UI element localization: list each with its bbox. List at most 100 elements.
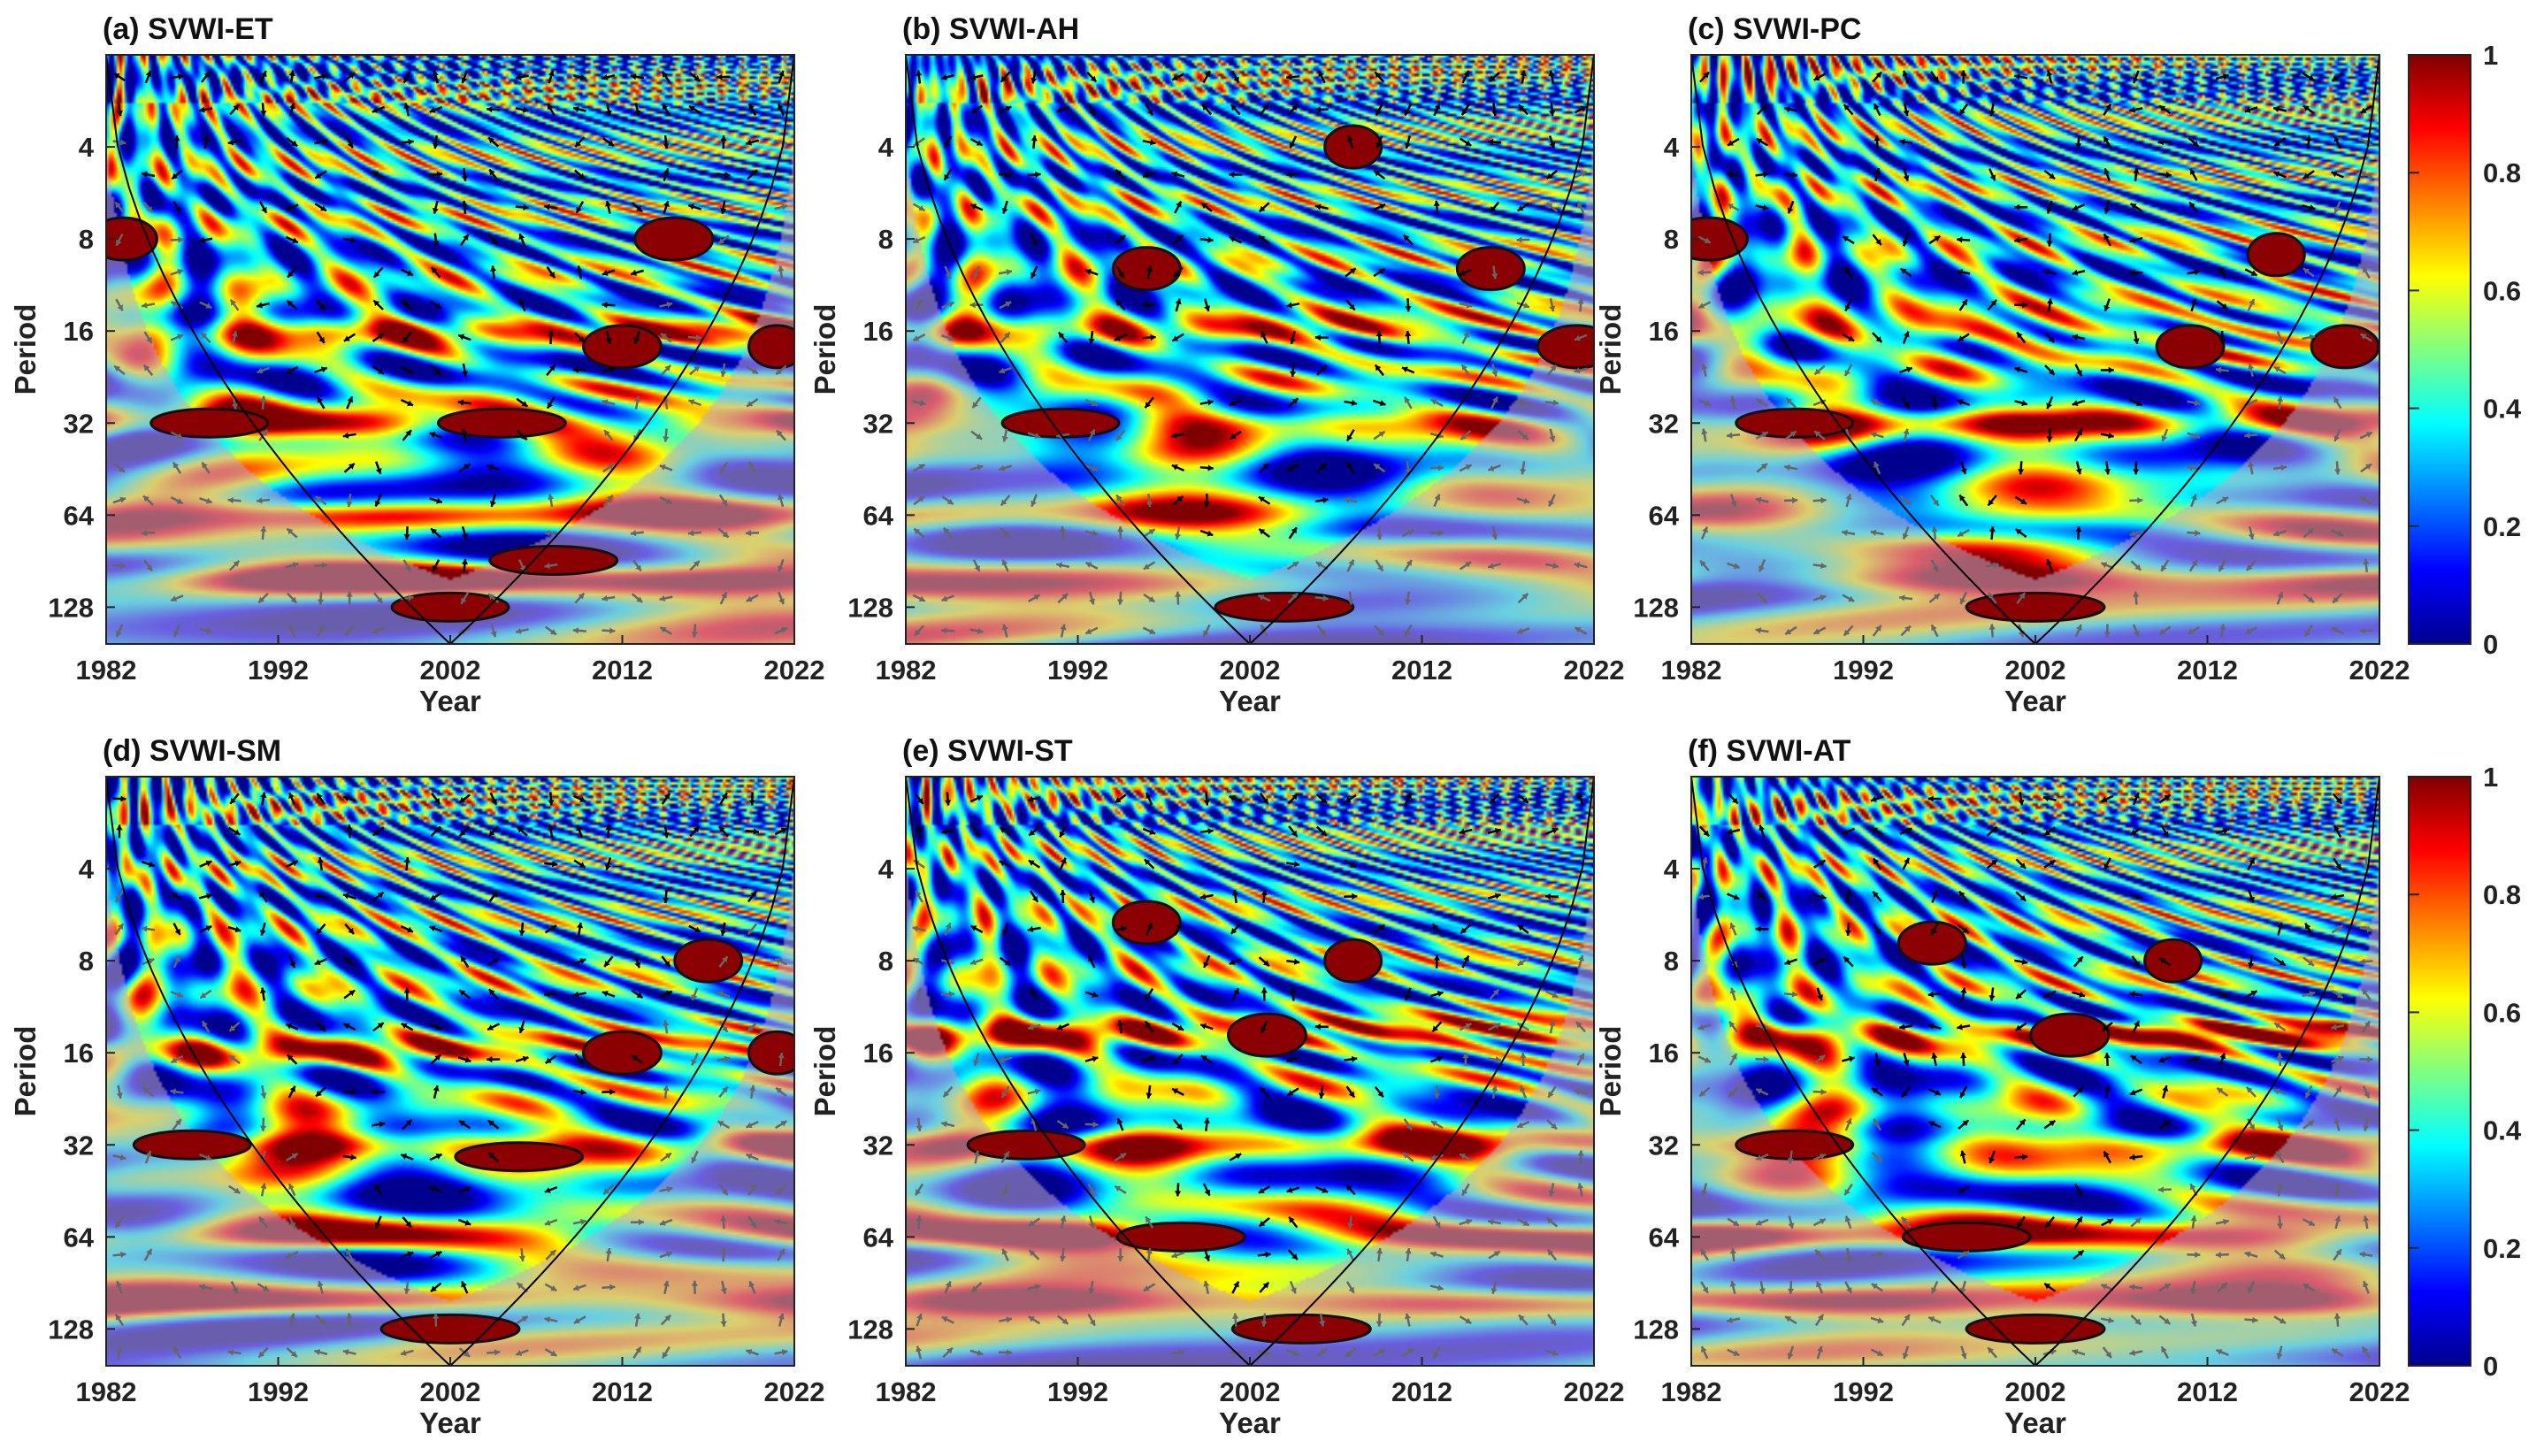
- phase-arrow-head: [663, 1281, 670, 1287]
- colorbar-tick-label: 0.4: [2483, 394, 2522, 425]
- phase-arrow-head: [1988, 110, 1996, 117]
- phase-arrow-head: [663, 168, 670, 175]
- phase-arrow-head: [1031, 240, 1038, 247]
- phase-arrow-head: [1085, 562, 1092, 568]
- phase-arrow-head: [1701, 1190, 1708, 1197]
- phase-arrow-head: [1321, 797, 1327, 803]
- phase-arrow-head: [2215, 1251, 2222, 1259]
- phase-arrow-head: [2108, 432, 2114, 439]
- phase-arrow-head: [1407, 529, 1414, 536]
- phase-arrow-head: [2273, 171, 2280, 178]
- phase-arrow-head: [916, 1314, 923, 1320]
- phase-arrow-head: [1145, 402, 1152, 409]
- x-tick-label: 1982: [1661, 655, 1722, 686]
- phase-arrow-head: [969, 73, 977, 80]
- phase-arrow-head: [580, 1218, 586, 1225]
- phase-arrow-head: [434, 826, 441, 833]
- phase-arrow-head: [638, 1219, 644, 1226]
- phase-arrow-head: [319, 205, 326, 211]
- phase-arrow-head: [666, 301, 673, 308]
- phase-arrow-head: [2077, 1250, 2084, 1257]
- phase-arrow-head: [1314, 106, 1321, 113]
- phase-arrow-head: [1262, 798, 1268, 805]
- phase-arrow-head: [1207, 530, 1214, 537]
- phase-arrow-head: [1403, 1153, 1410, 1159]
- phase-arrow-head: [2042, 795, 2050, 802]
- phase-arrow-head: [346, 501, 353, 508]
- phase-arrow-head: [173, 631, 180, 637]
- phase-arrow-head: [1958, 335, 1965, 341]
- phase-arrow-head: [464, 1056, 471, 1063]
- phase-arrow-head: [1146, 265, 1153, 272]
- phase-arrow-head: [2133, 338, 2140, 344]
- phase-arrow-head: [918, 464, 925, 471]
- phase-arrow-head: [720, 1321, 727, 1327]
- phase-arrow-head: [1005, 301, 1012, 308]
- phase-arrow-head: [1375, 364, 1382, 372]
- phase-arrow-head: [1993, 562, 1999, 569]
- phase-arrow-head: [1177, 1024, 1184, 1031]
- phase-arrow-head: [1060, 857, 1067, 864]
- y-tick-label: 64: [64, 500, 95, 531]
- phase-arrow-head: [2134, 631, 2140, 637]
- phase-arrow-head: [2106, 1218, 2113, 1225]
- phase-arrow-head: [1116, 494, 1123, 502]
- phase-arrow-head: [350, 1153, 356, 1161]
- panel-title: (a) SVWI-ET: [103, 12, 273, 46]
- phase-arrow-head: [944, 173, 950, 180]
- phase-arrow-head: [607, 495, 613, 502]
- phase-arrow-head: [291, 140, 298, 147]
- phase-arrow-head: [545, 1057, 552, 1063]
- phase-arrow-head: [1727, 828, 1733, 835]
- phase-arrow-head: [1258, 496, 1265, 502]
- phase-arrow-head: [116, 824, 123, 831]
- phase-arrow-head: [1791, 172, 1798, 179]
- phase-arrow-head: [120, 562, 126, 570]
- phase-arrow-head: [1517, 1122, 1524, 1129]
- phase-arrow-head: [2195, 530, 2201, 537]
- phase-arrow-head: [916, 1345, 923, 1353]
- phase-arrow-head: [1405, 599, 1412, 605]
- phase-arrow-head: [1961, 299, 1967, 306]
- phase-arrow-head: [1957, 1023, 1963, 1031]
- phase-arrow-head: [1176, 1123, 1183, 1130]
- phase-arrow-head: [1903, 331, 1910, 338]
- phase-arrow-head: [2363, 1281, 2369, 1288]
- phase-arrow-head: [143, 364, 150, 372]
- phase-arrow-head: [1089, 598, 1096, 605]
- phase-arrow-head: [1286, 302, 1293, 309]
- phase-arrow-head: [435, 1153, 442, 1160]
- phase-arrow-head: [1730, 500, 1737, 507]
- phase-arrow-head: [916, 1215, 923, 1222]
- significant-region: [379, 1313, 521, 1345]
- phase-arrow-head: [1171, 432, 1177, 439]
- phase-arrow-head: [941, 73, 947, 80]
- phase-arrow-head: [718, 238, 725, 244]
- phase-arrow-head: [115, 202, 121, 209]
- phase-arrow-head: [1001, 435, 1008, 442]
- phase-arrow-head: [1145, 1021, 1152, 1028]
- panel-title: (e) SVWI-ST: [902, 734, 1073, 768]
- phase-arrow-head: [1434, 1222, 1441, 1229]
- phase-arrow-head: [1375, 109, 1382, 116]
- phase-arrow-head: [1697, 269, 1704, 276]
- phase-arrow-head: [1488, 563, 1494, 570]
- phase-arrow-head: [1494, 1023, 1501, 1030]
- phase-arrow-head: [2246, 564, 2253, 571]
- y-tick-label: 8: [1664, 946, 1679, 977]
- phase-arrow-head: [720, 371, 727, 377]
- phase-arrow-head: [487, 1024, 494, 1031]
- phase-arrow-head: [2218, 338, 2226, 345]
- phase-arrow-head: [2273, 366, 2280, 372]
- phase-arrow-head: [2017, 1221, 2023, 1228]
- phase-arrow-head: [1844, 266, 1851, 273]
- phase-arrow-head: [1229, 959, 1236, 966]
- phase-arrow-head: [1577, 1183, 1584, 1190]
- phase-arrow-head: [918, 595, 925, 602]
- phase-arrow-head: [2249, 1123, 2255, 1130]
- phase-arrow-head: [1931, 403, 1938, 410]
- phase-arrow-head: [1172, 1088, 1179, 1094]
- phase-arrow-head: [544, 991, 550, 998]
